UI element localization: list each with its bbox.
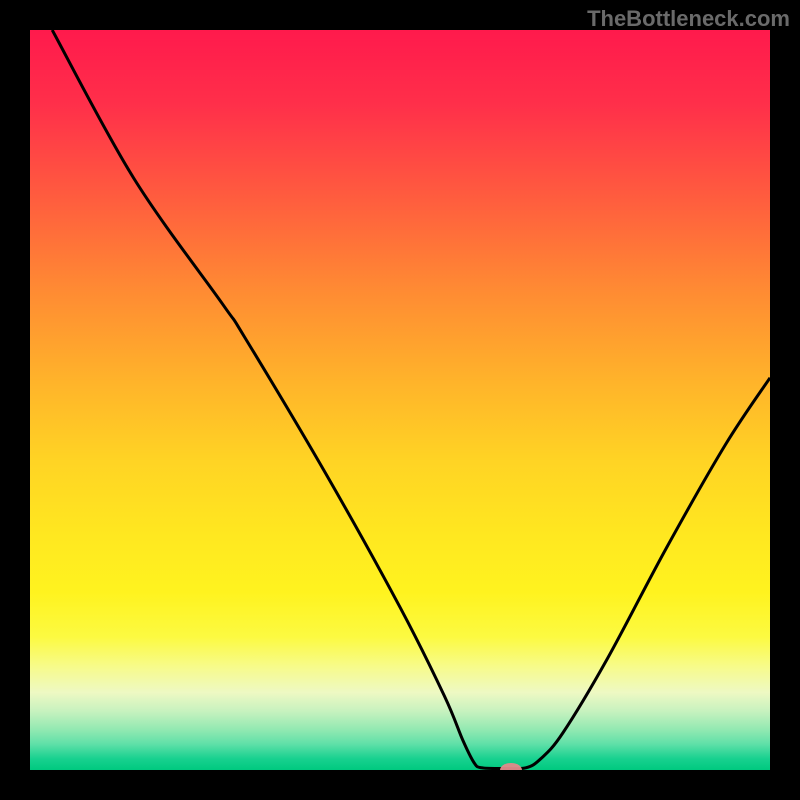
gradient-background bbox=[30, 30, 770, 770]
bottleneck-chart bbox=[0, 0, 800, 800]
chart-container: TheBottleneck.com bbox=[0, 0, 800, 800]
